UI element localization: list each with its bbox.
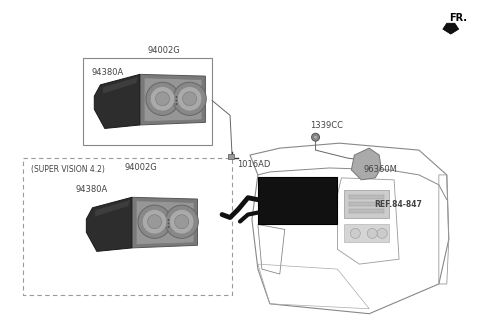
- Bar: [258, 177, 337, 224]
- Circle shape: [168, 219, 169, 221]
- Polygon shape: [136, 201, 194, 244]
- Circle shape: [176, 103, 178, 105]
- Circle shape: [313, 135, 318, 139]
- Bar: [83, 58, 212, 145]
- Circle shape: [168, 226, 169, 228]
- Polygon shape: [443, 23, 459, 34]
- Bar: [344, 190, 389, 217]
- Text: 1339CC: 1339CC: [310, 121, 343, 130]
- Polygon shape: [103, 77, 138, 94]
- Text: FR.: FR.: [449, 13, 467, 23]
- Circle shape: [183, 92, 197, 106]
- Polygon shape: [351, 148, 381, 180]
- Circle shape: [143, 210, 167, 234]
- Circle shape: [312, 133, 320, 141]
- Text: 1016AD: 1016AD: [237, 161, 270, 169]
- Circle shape: [176, 99, 178, 102]
- Circle shape: [169, 210, 194, 234]
- Polygon shape: [94, 74, 140, 129]
- Polygon shape: [95, 200, 130, 216]
- Bar: [349, 209, 384, 213]
- Text: REF.84-847: REF.84-847: [374, 200, 422, 209]
- Circle shape: [138, 205, 171, 238]
- Circle shape: [367, 229, 377, 238]
- Circle shape: [168, 222, 169, 225]
- Circle shape: [175, 215, 189, 229]
- Text: 96360M: 96360M: [363, 165, 397, 174]
- Text: 94002G: 94002G: [124, 163, 157, 172]
- Circle shape: [165, 205, 198, 238]
- Circle shape: [146, 82, 179, 115]
- Polygon shape: [132, 197, 197, 248]
- Bar: [23, 158, 232, 295]
- Circle shape: [178, 87, 202, 111]
- Text: 94380A: 94380A: [92, 68, 124, 77]
- Bar: [228, 154, 234, 159]
- Circle shape: [350, 229, 360, 238]
- Text: 94002G: 94002G: [147, 46, 180, 55]
- Text: (SUPER VISION 4.2): (SUPER VISION 4.2): [31, 165, 105, 174]
- Text: 94380A: 94380A: [76, 185, 108, 194]
- Circle shape: [147, 215, 162, 229]
- Polygon shape: [86, 197, 132, 251]
- Bar: [344, 224, 389, 242]
- Circle shape: [377, 229, 387, 238]
- Circle shape: [150, 87, 175, 111]
- Bar: [349, 195, 384, 199]
- Circle shape: [176, 96, 178, 98]
- Circle shape: [173, 82, 206, 115]
- Polygon shape: [140, 74, 205, 125]
- Bar: [349, 202, 384, 206]
- Polygon shape: [144, 78, 202, 121]
- Circle shape: [156, 92, 169, 106]
